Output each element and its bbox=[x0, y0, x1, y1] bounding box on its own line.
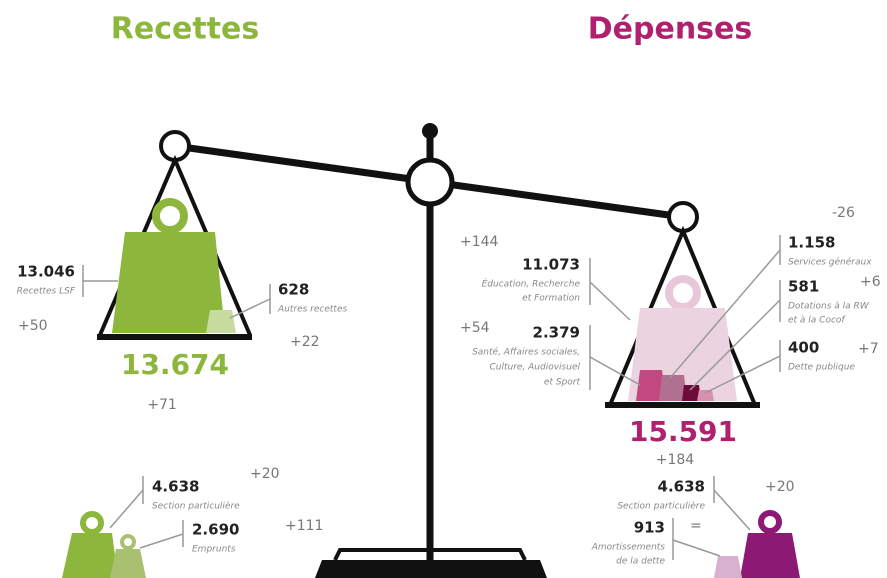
value: 628 bbox=[278, 281, 309, 299]
base bbox=[315, 560, 547, 578]
weight-handle bbox=[761, 513, 779, 531]
pivot bbox=[408, 160, 452, 204]
weight-emprunts bbox=[110, 549, 146, 578]
value: 581 bbox=[788, 278, 819, 296]
weight-recettes-lsf bbox=[112, 232, 225, 333]
label: Dette publique bbox=[788, 363, 855, 373]
bracket bbox=[110, 476, 143, 528]
value: 1.158 bbox=[788, 234, 835, 252]
change: +111 bbox=[285, 518, 323, 534]
change: = bbox=[690, 518, 702, 534]
weight-handle bbox=[669, 279, 697, 307]
weight-section-left bbox=[62, 533, 118, 578]
value: 2.690 bbox=[192, 521, 239, 539]
knob bbox=[422, 123, 438, 139]
label: Dotations à la RW bbox=[788, 302, 870, 312]
bracket bbox=[83, 265, 118, 297]
label: Amortissements bbox=[591, 543, 666, 553]
label: et Formation bbox=[522, 294, 580, 304]
label: Emprunts bbox=[192, 545, 236, 555]
change: +20 bbox=[765, 479, 795, 495]
value: 13.046 bbox=[17, 263, 75, 281]
change: +7 bbox=[858, 341, 879, 357]
value: 4.638 bbox=[658, 478, 705, 496]
weight-autres-recettes bbox=[206, 310, 236, 333]
title-depenses: Dépenses bbox=[588, 12, 753, 47]
change: +50 bbox=[18, 318, 48, 334]
weight-handle bbox=[83, 514, 101, 532]
label: Section particulière bbox=[617, 501, 705, 512]
bracket bbox=[590, 325, 640, 390]
label: Recettes LSF bbox=[17, 287, 76, 297]
value: 11.073 bbox=[522, 256, 580, 274]
value: 400 bbox=[788, 339, 819, 357]
change: +20 bbox=[250, 466, 280, 482]
weight-dette bbox=[697, 390, 714, 401]
change: +54 bbox=[460, 320, 490, 336]
total-recettes: 13.674 bbox=[121, 348, 229, 381]
label: Autres recettes bbox=[277, 305, 347, 315]
value: 913 bbox=[634, 519, 665, 537]
total-depenses: 15.591 bbox=[629, 415, 737, 448]
label: et à la Cocof bbox=[788, 316, 846, 326]
value: 2.379 bbox=[533, 324, 580, 342]
label: Services généraux bbox=[788, 257, 872, 268]
label: de la dette bbox=[616, 557, 665, 567]
title-recettes: Recettes bbox=[111, 12, 259, 47]
value: 4.638 bbox=[152, 478, 199, 496]
label: Section particulière bbox=[152, 501, 240, 512]
weight-handle bbox=[156, 202, 184, 230]
total-change: +184 bbox=[656, 452, 695, 468]
weight-section-right bbox=[740, 533, 800, 578]
weight-amortissements bbox=[714, 556, 742, 578]
label: Santé, Affaires sociales, bbox=[472, 347, 580, 358]
total-change: +71 bbox=[147, 397, 177, 413]
label: Culture, Audiovisuel bbox=[489, 363, 580, 373]
infographic: Recettes Dépenses 13.674 +71 15.591 +184… bbox=[0, 0, 887, 578]
change: +144 bbox=[460, 234, 499, 250]
change: -26 bbox=[832, 205, 855, 221]
change: +22 bbox=[290, 334, 320, 350]
label: et Sport bbox=[544, 378, 581, 388]
bracket bbox=[140, 520, 183, 548]
bracket bbox=[590, 258, 630, 320]
bracket bbox=[714, 476, 750, 530]
weight-handle bbox=[122, 536, 134, 548]
label: Éducation, Recherche bbox=[482, 278, 581, 290]
change: +6 bbox=[860, 274, 881, 290]
